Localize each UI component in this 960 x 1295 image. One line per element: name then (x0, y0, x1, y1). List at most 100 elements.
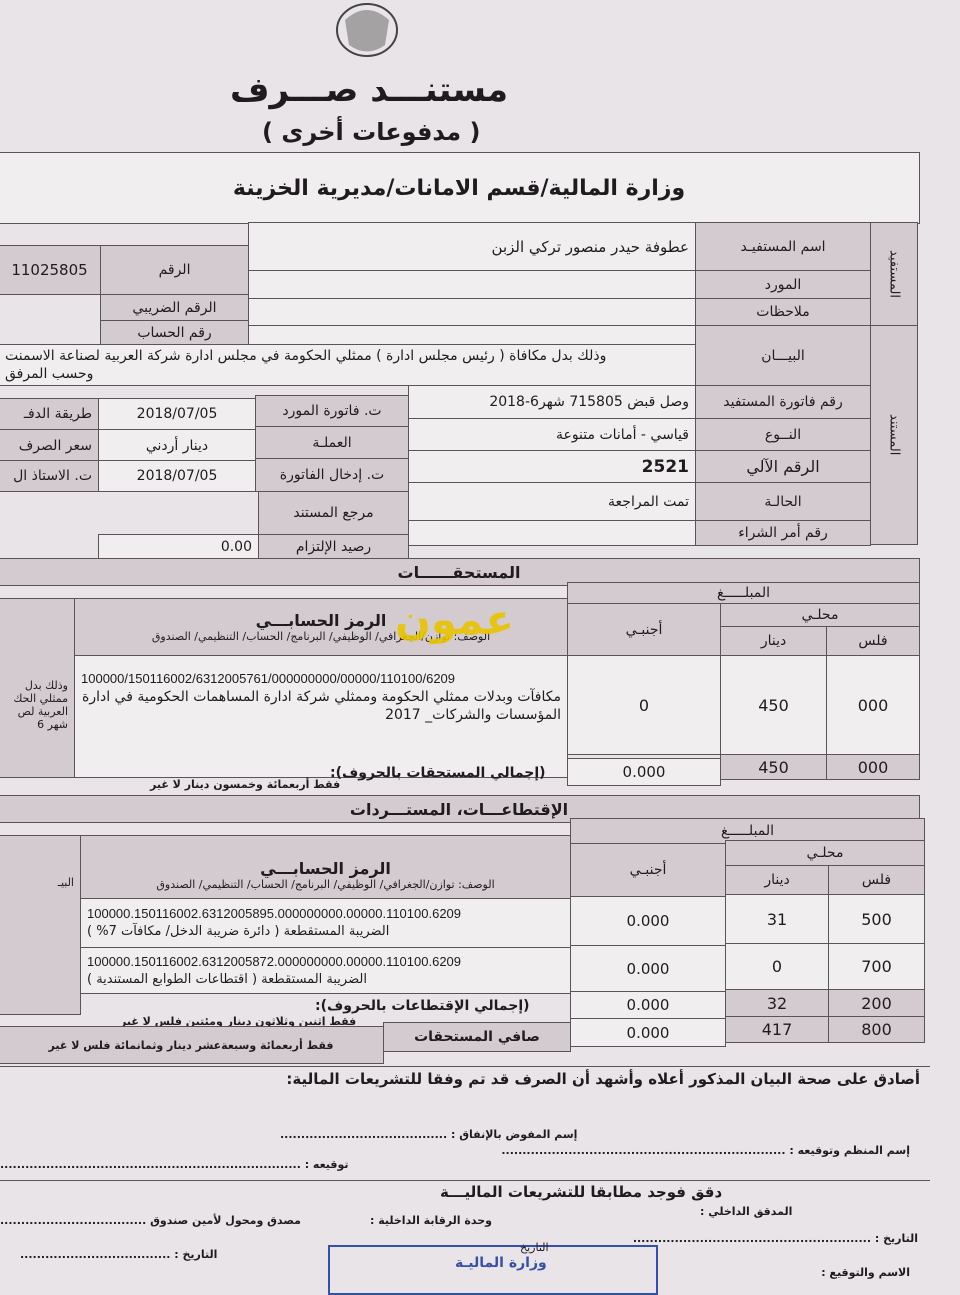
ded-total-label: (إجمالي الإقتطاعات بالحروف): (315, 998, 530, 1014)
section-beneficiary: المستفيد (870, 222, 918, 326)
account-number-label: رقم الحساب (100, 320, 249, 345)
ded-total-words: فقط إثنين وثلاثون دينار ومئتين فلس لا غي… (120, 1015, 357, 1028)
beneficiary-name: عطوفة حيدر منصور تركي الزبن (248, 222, 696, 271)
beneficiary-name-label: اسم المستفيـد (695, 222, 871, 271)
ded-fils-label: فلس (828, 865, 925, 895)
document-subtitle: ( مدفوعات أخرى ) (262, 118, 481, 146)
ded-row1-account: 100000.150116002.6312005895.000000000.00… (80, 898, 571, 948)
purchase-order-label: رقم أمر الشراء (695, 520, 871, 546)
supplier-value (248, 270, 696, 299)
ent-account-code-label: الرمز الحسابـــي (255, 611, 387, 630)
ded-row1-code: 100000.150116002.6312005895.000000000.00… (87, 906, 462, 921)
ent-row-desc: مكافآت وبدلات ممثلي الحكومة وممثلي شركة … (82, 689, 561, 723)
entitlements-title: المستحقــــــات (0, 558, 920, 586)
net-words: فقط أربعمائة وسبعةعشر دينار وثمانمائة فل… (0, 1026, 384, 1064)
net-dinar: 417 (725, 1016, 829, 1043)
ded-row2-account: 100000.150116002.6312005872.000000000.00… (80, 947, 571, 994)
net-fils: 800 (828, 1016, 925, 1043)
emblem (325, 0, 410, 58)
ded-row1-dinar: 31 (725, 894, 829, 944)
ministry-stamp: التاريخ وزارة الماليـة (328, 1241, 658, 1295)
ent-row-dinar: 450 (720, 655, 827, 755)
ded-description-label: الوصف: توازن/الجغرافي/ الوظيفي/ البرنامج… (156, 878, 495, 891)
ded-total-dinar: 32 (725, 989, 829, 1017)
internal-control-label: وحدة الرقابة الداخلية : (370, 1214, 492, 1227)
statement-line-1: وذلك بدل مكافاة ( رئيس مجلس ادارة ) ممثل… (5, 348, 607, 364)
date-field-2[interactable]: التاريخ : ..............................… (20, 1248, 218, 1261)
audit-title: دقق فوجد مطابقا للتشريعات الماليـــة (440, 1183, 723, 1201)
notes-value (248, 298, 696, 326)
authorized-name-field[interactable]: إسم المفوض بالإنفاق : ..................… (280, 1128, 578, 1141)
ent-foreign-label: أجنبـي (567, 603, 721, 656)
net-label: صافي المستحقات (383, 1022, 571, 1052)
ded-row2-dinar: 0 (725, 943, 829, 990)
statement-top-strip (248, 325, 696, 345)
ent-total-label: (إجمالي المستحقات بالحروف): (330, 765, 546, 781)
ded-row2-foreign: 0.000 (570, 945, 726, 992)
ent-row-foreign: 0 (567, 655, 721, 755)
divider (0, 1066, 930, 1067)
certification-statement: أصادق على صحة البيان المذكور أعلاه وأشهد… (286, 1070, 920, 1088)
ded-account-code-label: الرمز الحسابـــي (260, 859, 391, 878)
currency-label: العملـة (255, 426, 409, 459)
number-label: الرقم (100, 245, 249, 295)
stamp-text: وزارة الماليـة (455, 1255, 547, 1271)
type-value: قياسي - أمانات متنوعة (408, 418, 696, 451)
internal-auditor-label: المدقق الداخلي : (700, 1205, 793, 1218)
payment-method-label: طريقة الدفـ (0, 398, 99, 430)
statement-line-2: وحسب المرفق (5, 366, 94, 382)
section-document: المستند (870, 325, 918, 545)
ent-dinar-label: دينار (720, 626, 827, 656)
ded-dinar-label: دينار (725, 865, 829, 895)
notes-label: ملاحظات (695, 298, 871, 326)
ded-local-label: محلـي (725, 840, 925, 866)
beneficiary-invoice: وصل قبض 715805 شهر6-2018 (408, 385, 696, 419)
date-field-1[interactable]: التاريخ : ..............................… (632, 1232, 918, 1245)
supplier-invoice-date: 2018/07/05 (98, 398, 256, 430)
ent-row-account: 100000/150116002/6312005761/000000000/00… (74, 655, 568, 778)
divider (0, 1180, 930, 1181)
ded-statement-partial: البيـ (0, 835, 81, 1015)
ded-row1-foreign: 0.000 (570, 896, 726, 946)
ded-row2-desc: الضريبة المستقطعة ( اقتطاعات الطوابع الم… (87, 971, 367, 987)
currency-value: دينار أردني (98, 429, 256, 462)
ent-amount-label: المبلـــــغ (567, 582, 920, 604)
commitment-balance: 0.00 (98, 534, 259, 560)
tax-number-label: الرقم الضريبي (100, 294, 249, 321)
treasurer-field[interactable]: مصدق ومحول لأمين صندوق .................… (0, 1214, 301, 1227)
ent-description-label: الوصف: توازن/الجغرافي/ الوظيفي/ البرنامج… (151, 630, 491, 643)
name-signature-label: الاسم والتوقيع : (821, 1266, 910, 1279)
signature-field[interactable]: توقيعه : ...............................… (0, 1158, 349, 1171)
statement-label: البيـــان (695, 325, 871, 386)
invoice-entry-date-label: ت. إدخال الفاتورة (255, 458, 409, 492)
ent-total-foreign: 0.000 (567, 758, 721, 786)
invoice-entry-date: 2018/07/05 (98, 460, 256, 492)
ent-total-words: فقط أربعمائة وخمسون دينار لا غير (150, 778, 341, 791)
ded-row2-fils: 700 (828, 943, 925, 990)
statement-value: وذلك بدل مكافاة ( رئيس مجلس ادارة ) ممثل… (0, 344, 696, 386)
watermark-logo: عمون (395, 595, 515, 644)
auto-number-label: الرقم الآلي (695, 450, 871, 483)
ent-local-label: محلـي (720, 603, 920, 627)
ded-total-fils: 200 (828, 989, 925, 1017)
ledger-date-label: ت. الاستاذ ال (0, 460, 99, 492)
ministry-header: وزارة المالية/قسم الامانات/مديرية الخزين… (0, 152, 920, 224)
auto-number: 2521 (408, 450, 696, 483)
ent-fils-label: فلس (826, 626, 920, 656)
ded-row1-fils: 500 (828, 894, 925, 944)
ded-statement-text: البيـ (57, 876, 74, 889)
exchange-rate-label: سعر الصرف (0, 429, 99, 462)
ent-total-dinar: 450 (720, 754, 827, 780)
supplier-invoice-date-label: ت. فاتورة المورد (255, 395, 409, 427)
number-value: 11025805 (0, 245, 101, 295)
status-value: تمت المراجعة (408, 482, 696, 521)
document-ref-label: مرجع المستند (258, 491, 409, 535)
stamp-date-label: التاريخ (520, 1241, 549, 1254)
supplier-label: المورد (695, 270, 871, 299)
ded-total-foreign: 0.000 (570, 991, 726, 1019)
commitment-balance-label: رصيد الإلتزام (258, 534, 409, 560)
purchase-order-value (408, 520, 696, 546)
organizer-name-field[interactable]: إسم المنظم وتوقيعه : ...................… (501, 1144, 910, 1157)
net-foreign: 0.000 (570, 1018, 726, 1047)
ded-row2-code: 100000.150116002.6312005872.000000000.00… (87, 953, 462, 969)
